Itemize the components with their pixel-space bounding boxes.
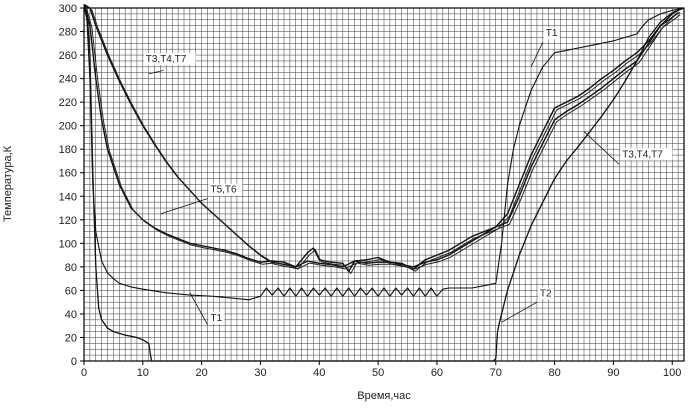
y-tick-label: 20: [65, 332, 77, 344]
annotation-bg: [208, 183, 243, 196]
annotation-leader: [583, 131, 620, 165]
x-tick-label: 10: [137, 367, 149, 379]
y-tick-label: 80: [65, 262, 77, 274]
x-tick-label: 20: [196, 367, 208, 379]
x-tick-label: 70: [490, 367, 502, 379]
annotations: T3,T4,T7 T5,T6 T1 T1 T3,T4,T7 T2: [143, 27, 673, 325]
x-tick-label: 0: [81, 367, 87, 379]
series-line-t5-t6: [83, 4, 679, 273]
y-tick-label: 200: [59, 121, 77, 133]
y-tick-label: 160: [59, 168, 77, 180]
annotation-bg: [208, 311, 225, 324]
x-tick-label: 30: [254, 367, 266, 379]
series-line-t3-t4-t7-companion: [85, 6, 681, 270]
y-tick-label: 0: [71, 356, 77, 368]
y-tick-label: 60: [65, 285, 77, 297]
x-axis-label: Время,час: [357, 390, 411, 402]
annotation-bg: [620, 148, 673, 161]
annotation-leader: [189, 292, 208, 325]
x-tick-label: 60: [431, 367, 443, 379]
x-tick-label: 80: [548, 367, 560, 379]
y-tick-label: 100: [59, 238, 77, 250]
y-tick-label: 40: [65, 309, 77, 321]
x-tick-label: 40: [313, 367, 325, 379]
series-line-t1: [83, 5, 685, 301]
series-lines: [83, 3, 685, 362]
y-tick-label: 180: [59, 144, 77, 156]
y-tick-label: 260: [59, 50, 77, 62]
annotation-label: T1: [546, 28, 558, 39]
annotation-label: T3,T4,T7: [146, 54, 187, 65]
x-tick-label: 50: [372, 367, 384, 379]
y-tick-label: 240: [59, 74, 77, 86]
y-tick-label: 300: [59, 3, 77, 15]
annotation-leader: [501, 301, 538, 323]
y-tick-label: 220: [59, 97, 77, 109]
annotation-label: T5,T6: [210, 185, 237, 196]
y-tick-label: 280: [59, 27, 77, 39]
y-tick-label: 120: [59, 215, 77, 227]
annotation-leader: [160, 198, 208, 215]
annotation-label: T1: [210, 313, 222, 324]
y-axis-label: Температура,К: [2, 145, 14, 222]
x-tick-label: 90: [607, 367, 619, 379]
annotation-label: T3,T4,T7: [622, 149, 663, 160]
annotation-bg: [143, 53, 196, 66]
annotation-leader: [148, 69, 164, 75]
y-tick-label: 140: [59, 191, 77, 203]
annotation-bg: [543, 27, 560, 40]
annotation-label: T2: [540, 288, 552, 299]
series-line-t5-t6-companion: [85, 6, 681, 275]
annotation-bg: [537, 287, 554, 300]
annotation-leader: [530, 41, 544, 68]
x-tick-label: 100: [663, 367, 681, 379]
series-line-t2: [83, 4, 685, 362]
